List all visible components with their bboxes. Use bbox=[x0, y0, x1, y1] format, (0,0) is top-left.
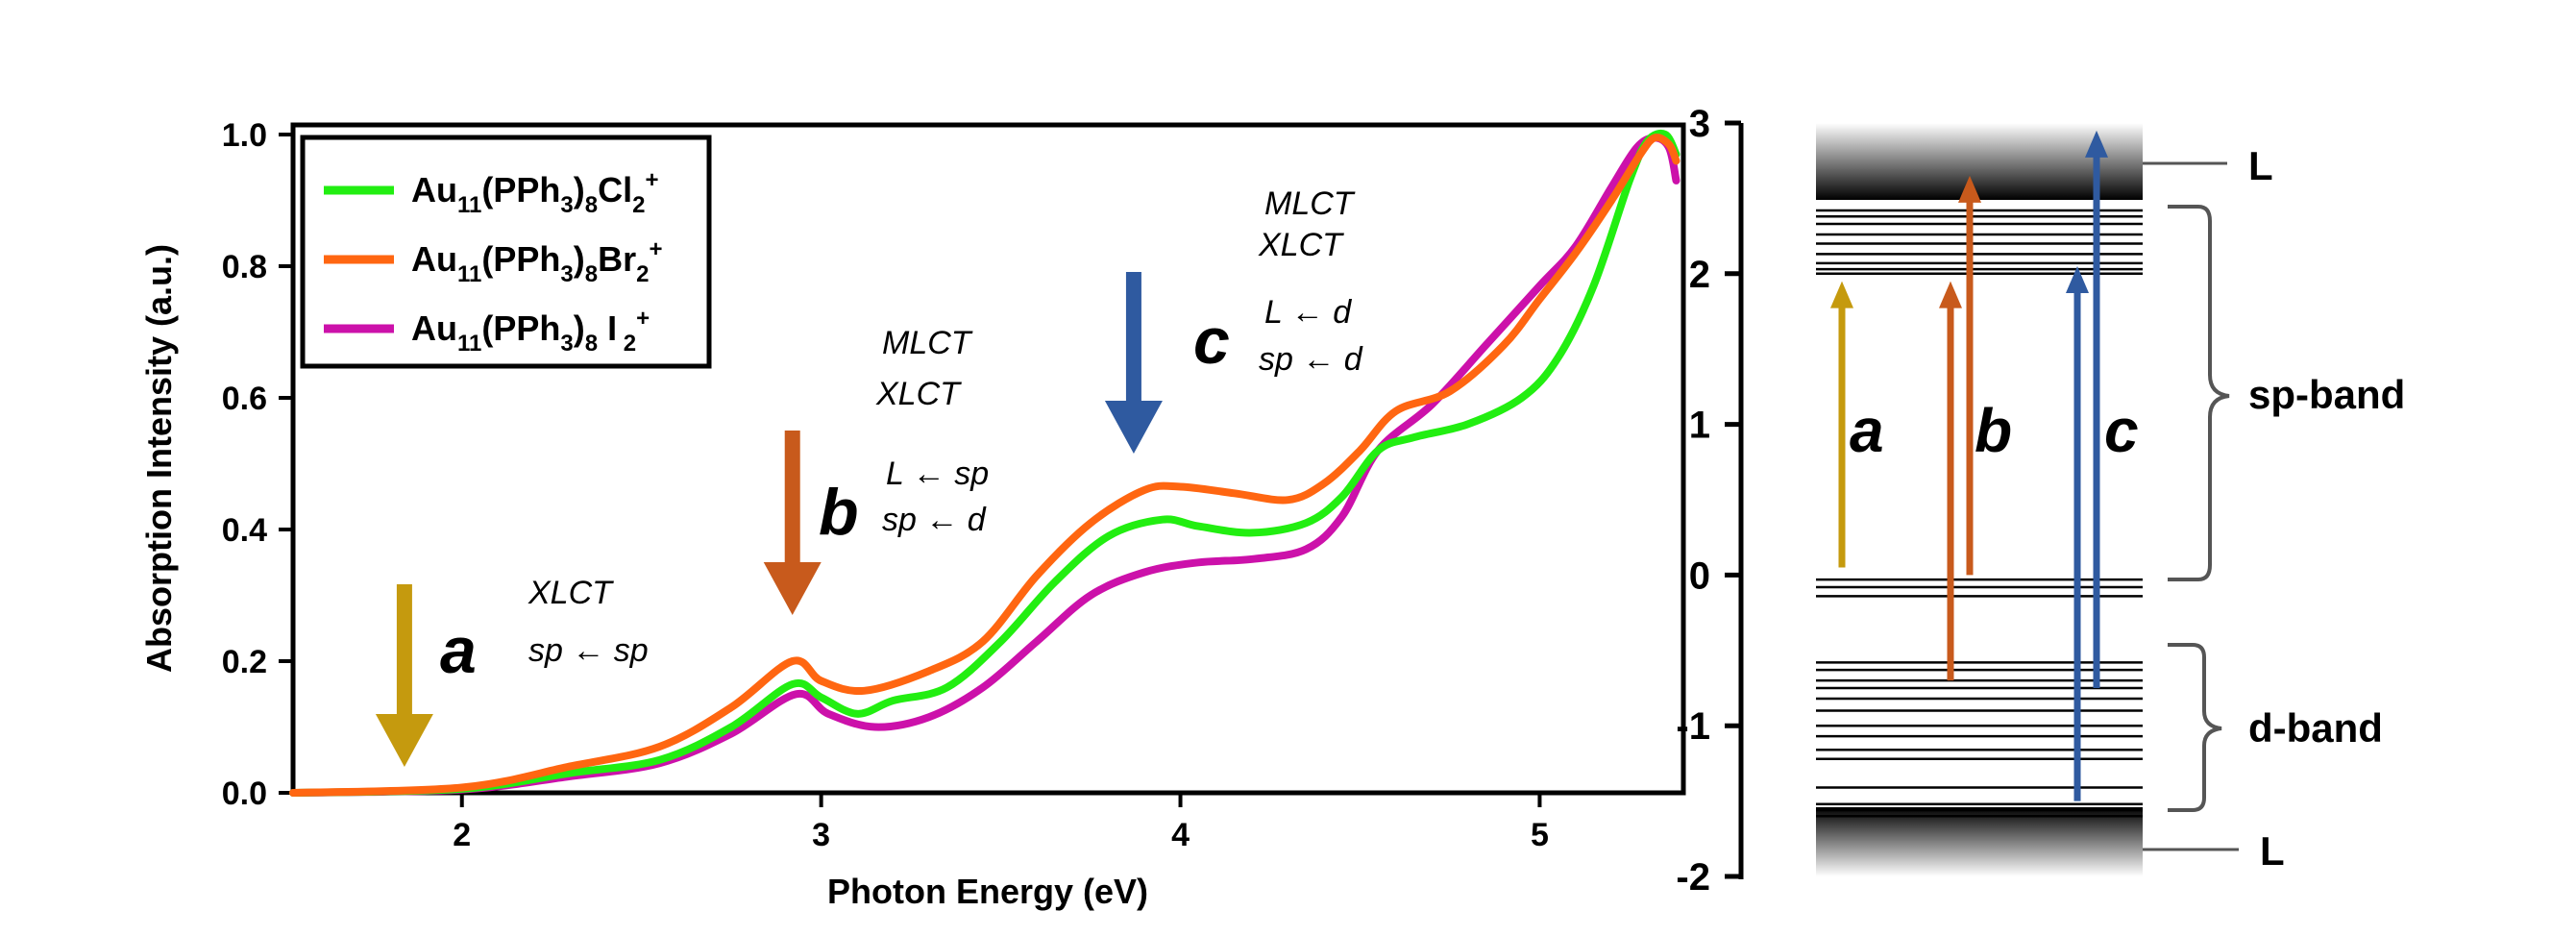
y-axis-label: Absorption Intensity (a.u.) bbox=[139, 244, 179, 673]
annotation-a-line2: sp ← sp bbox=[528, 632, 649, 669]
annotation-c-line3: L ← d bbox=[1264, 294, 1352, 331]
label-d-band: d-band bbox=[2248, 705, 2383, 751]
series-line-2 bbox=[289, 134, 1681, 797]
diagram-tick-label: 3 bbox=[1689, 103, 1710, 145]
annotation-c-line1: MLCT bbox=[1264, 185, 1356, 222]
transition-a-letter: a bbox=[1850, 396, 1884, 465]
annotation-c-letter: c bbox=[1193, 305, 1230, 378]
L-band-bottom bbox=[1816, 807, 2143, 876]
label-sp-band: sp-band bbox=[2248, 372, 2405, 417]
annotation-b-line1: MLCT bbox=[882, 325, 973, 361]
y-tick-label: 0.6 bbox=[222, 381, 267, 417]
y-tick-label: 0.2 bbox=[222, 644, 267, 680]
annotation-arrow-head bbox=[763, 562, 822, 615]
legend-entry: Au11(PPh3)8 I 2+ bbox=[411, 306, 650, 357]
annotation-c-line4: sp ← d bbox=[1259, 341, 1363, 378]
series-group bbox=[289, 129, 1681, 797]
diagram-tick-label: 1 bbox=[1689, 405, 1710, 447]
annotation-arrow-shaft bbox=[1125, 272, 1141, 401]
series-line-1 bbox=[289, 129, 1681, 797]
diagram-tick-label: 0 bbox=[1689, 554, 1710, 597]
label-L-bottom: L bbox=[2260, 828, 2285, 874]
transition-arrow-head bbox=[1939, 281, 1962, 308]
transition-arrow-head bbox=[2085, 130, 2108, 158]
diagram-tick-label: -2 bbox=[1676, 856, 1710, 899]
x-tick-label: 2 bbox=[453, 817, 471, 853]
annotation-arrow-head bbox=[1104, 401, 1163, 454]
diagram-y-ticks: 3 2 1 0 -1 -2 bbox=[1676, 103, 1741, 899]
annotation-arrow-shaft bbox=[396, 584, 412, 714]
transition-c-letter: c bbox=[2104, 396, 2139, 465]
x-axis-label: Photon Energy (eV) bbox=[827, 872, 1148, 911]
y-tick-label: 1.0 bbox=[222, 117, 267, 154]
y-axis-ticks: 0.0 0.2 0.4 0.6 0.8 1.0 bbox=[222, 117, 293, 812]
diagram-tick-label: -1 bbox=[1676, 705, 1710, 748]
x-tick-label: 5 bbox=[1531, 817, 1549, 853]
transition-arrow-head bbox=[1958, 175, 1981, 203]
transition-arrow-head bbox=[1830, 281, 1853, 308]
d-band-brace bbox=[2168, 643, 2222, 812]
annotation-a-line1: XLCT bbox=[527, 575, 614, 611]
y-tick-label: 0.8 bbox=[222, 249, 267, 285]
legend-entry: Au11(PPh3)8Cl2+ bbox=[411, 167, 658, 218]
annotation-arrow-head bbox=[375, 714, 433, 767]
annotation-c-line2: XLCT bbox=[1258, 227, 1344, 263]
annotation-b-letter: b bbox=[819, 476, 859, 549]
sp-band-brace bbox=[2168, 205, 2230, 581]
energy-level-diagram: 3 2 1 0 -1 -2 L L sp-band d-band a b c bbox=[1676, 103, 2405, 899]
x-tick-label: 3 bbox=[812, 817, 830, 853]
annotation-arrow-shaft bbox=[784, 431, 800, 562]
energy-levels bbox=[1816, 209, 2143, 818]
transitions bbox=[1830, 130, 2108, 801]
legend: Au11(PPh3)8Cl2+ Au11(PPh3)8Br2+ Au11(PPh3)… bbox=[324, 167, 663, 357]
annotation-a-letter: a bbox=[440, 614, 477, 687]
annotation-arrows bbox=[375, 272, 1163, 767]
plot-frame bbox=[290, 122, 1686, 796]
diagram-tick-label: 2 bbox=[1689, 254, 1710, 296]
transition-arrow-head bbox=[2066, 265, 2089, 293]
y-tick-label: 0.0 bbox=[222, 776, 267, 812]
annotation-b-line3: L ← sp bbox=[886, 456, 989, 492]
x-axis-ticks: 2 3 4 5 bbox=[453, 793, 1549, 853]
annotation-b-line2: XLCT bbox=[875, 376, 962, 412]
legend-entry: Au11(PPh3)8Br2+ bbox=[411, 236, 663, 287]
series-line-3 bbox=[289, 134, 1681, 797]
x-tick-label: 4 bbox=[1171, 817, 1190, 853]
L-band-top bbox=[1816, 123, 2143, 200]
y-tick-label: 0.4 bbox=[222, 512, 267, 549]
transition-b-letter: b bbox=[1975, 396, 2012, 465]
label-L-top: L bbox=[2248, 143, 2273, 188]
annotation-b-line4: sp ← d bbox=[882, 502, 987, 538]
